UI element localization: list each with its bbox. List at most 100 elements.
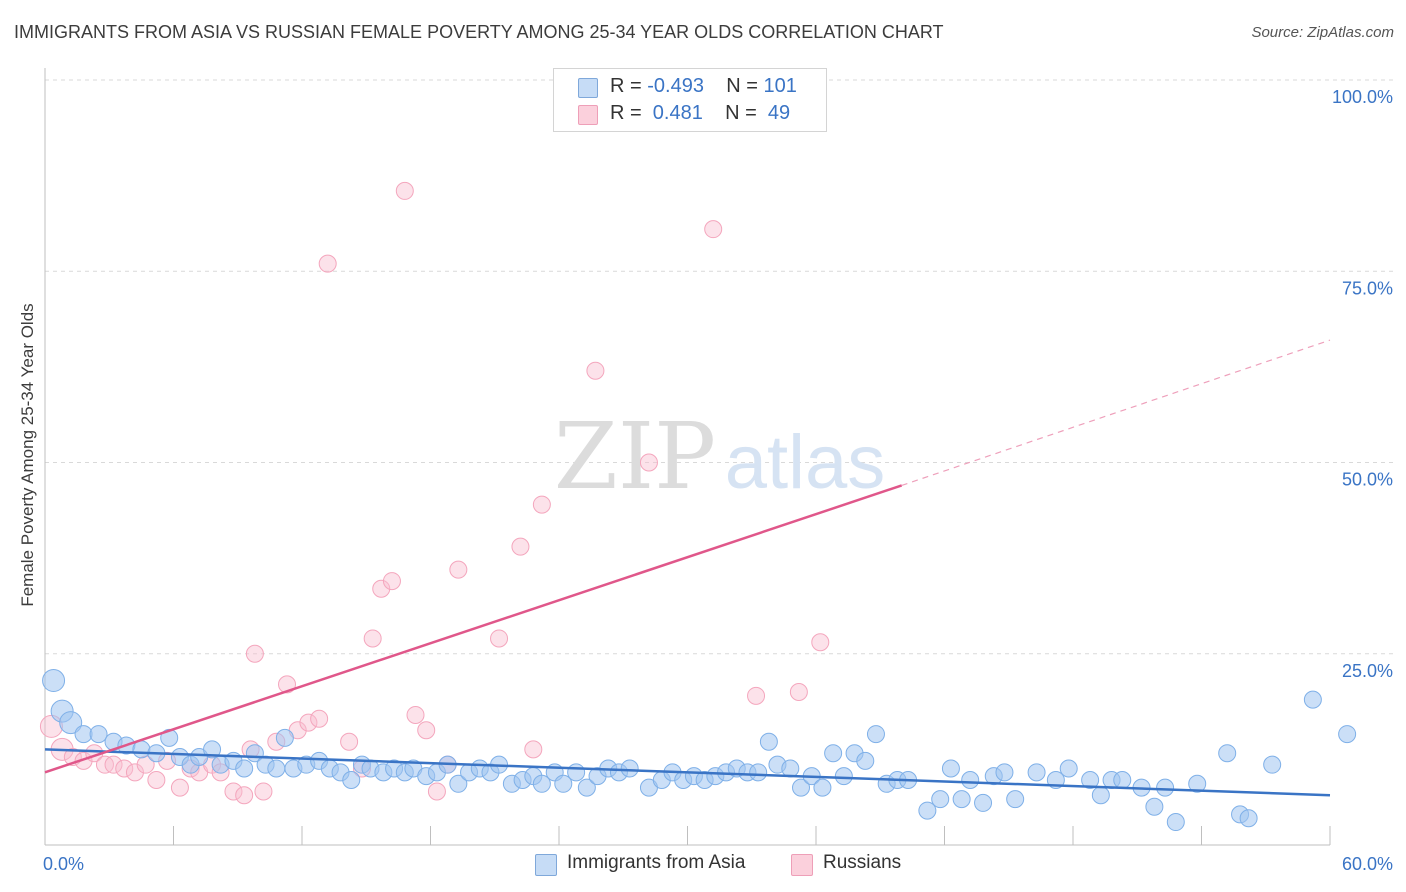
asia-point	[1338, 725, 1357, 744]
russians-point	[115, 759, 134, 778]
russians-point	[704, 220, 723, 239]
asia-point	[267, 759, 286, 778]
asia-point	[1156, 778, 1175, 797]
asia-point	[1081, 770, 1100, 789]
y-tick-label: 100.0%	[1332, 87, 1393, 107]
asia-point	[74, 725, 93, 744]
russians-point	[245, 644, 264, 663]
legend-r-label: R =	[610, 102, 648, 124]
russians-point	[524, 740, 543, 759]
russians-trend-line	[44, 484, 903, 774]
russians-point	[147, 770, 166, 789]
asia-point	[532, 774, 551, 793]
stats-legend: R = -0.493 N = 101 R = 0.481 N = 49	[553, 68, 827, 132]
x-tick-label: 0.0%	[43, 854, 84, 874]
y-tick-label: 50.0%	[1342, 470, 1393, 490]
asia-point	[577, 778, 596, 797]
asia-point	[1166, 813, 1185, 832]
legend-n-label: N =	[726, 75, 764, 97]
russians-point	[532, 495, 551, 514]
asia-point	[1145, 797, 1164, 816]
asia-point	[866, 725, 885, 744]
russians-point	[382, 572, 401, 591]
russians-point	[372, 579, 391, 598]
asia-point	[781, 759, 800, 778]
asia-point	[1006, 790, 1025, 809]
asia-point	[824, 744, 843, 763]
asia-point	[1091, 786, 1110, 805]
asia-point	[759, 732, 778, 751]
axes	[44, 68, 1331, 846]
watermark-atlas: atlas	[725, 420, 886, 505]
asia-point	[1303, 690, 1322, 709]
asia-point	[1113, 770, 1132, 789]
asia-point	[203, 740, 222, 759]
source-label: Source: ZipAtlas.com	[1251, 24, 1394, 41]
russians-trend-extension	[901, 339, 1331, 487]
asia-point	[132, 740, 151, 759]
asia-point	[449, 774, 468, 793]
asia-point	[931, 790, 950, 809]
y-tick-label: 25.0%	[1342, 661, 1393, 681]
watermark-zip: ZIP	[554, 403, 716, 510]
legend-swatch-russians	[791, 854, 813, 876]
asia-point	[974, 793, 993, 812]
legend-label-russians: Russians	[823, 852, 902, 873]
asia-point	[59, 711, 83, 735]
asia-point	[1059, 759, 1078, 778]
legend-swatch-asia	[578, 78, 598, 98]
asia-point	[1218, 744, 1237, 763]
asia-point	[1239, 809, 1258, 828]
asia-point	[160, 728, 179, 747]
asia-trend-line	[44, 748, 1331, 797]
russians-point	[235, 786, 254, 805]
russians-point	[340, 732, 359, 751]
russians-point	[254, 782, 273, 801]
asia-point	[275, 728, 294, 747]
asia-point	[1027, 763, 1046, 782]
asia-point	[42, 669, 66, 693]
russians-point	[395, 181, 414, 200]
legend-swatch-asia	[535, 854, 557, 876]
asia-point	[813, 778, 832, 797]
chart-title: IMMIGRANTS FROM ASIA VS RUSSIAN FEMALE P…	[14, 22, 944, 42]
legend-n-label: N =	[725, 102, 763, 124]
tick-labels: 100.0% 75.0% 50.0% 25.0% 0.0% 60.0%	[43, 87, 1393, 874]
russians-point	[406, 705, 425, 724]
russians-point	[417, 721, 436, 740]
asia-point	[1263, 755, 1282, 774]
russians-point	[125, 763, 144, 782]
asia-point	[834, 767, 853, 786]
asia-point	[749, 763, 768, 782]
legend-n-value: 101	[763, 75, 797, 97]
russians-point	[789, 683, 808, 701]
russians-point	[490, 629, 509, 648]
russians-point	[639, 453, 658, 472]
russians-point	[747, 686, 766, 705]
asia-point	[620, 759, 639, 778]
russians-point	[427, 782, 446, 801]
russians-point	[811, 633, 830, 652]
asia-point	[856, 751, 875, 770]
russians-point	[449, 560, 468, 579]
asia-point	[554, 774, 573, 793]
watermark: ZIP atlas	[554, 403, 885, 510]
russians-point	[74, 751, 93, 770]
asia-point	[918, 801, 937, 820]
legend-n-value: 49	[762, 102, 791, 124]
russians-point	[363, 629, 382, 648]
asia-point	[235, 759, 254, 778]
legend-swatch-russians	[578, 105, 598, 125]
asia-point	[567, 763, 586, 782]
asia-point	[1188, 774, 1207, 793]
x-tick-label: 60.0%	[1342, 854, 1393, 874]
russians-point	[224, 782, 243, 801]
russians-point	[318, 254, 337, 273]
asia-point	[961, 770, 980, 789]
russians-point	[586, 361, 605, 380]
russians-point	[299, 713, 318, 732]
russians-point	[170, 778, 189, 797]
russians-point	[104, 755, 123, 774]
russians-point	[310, 709, 329, 728]
